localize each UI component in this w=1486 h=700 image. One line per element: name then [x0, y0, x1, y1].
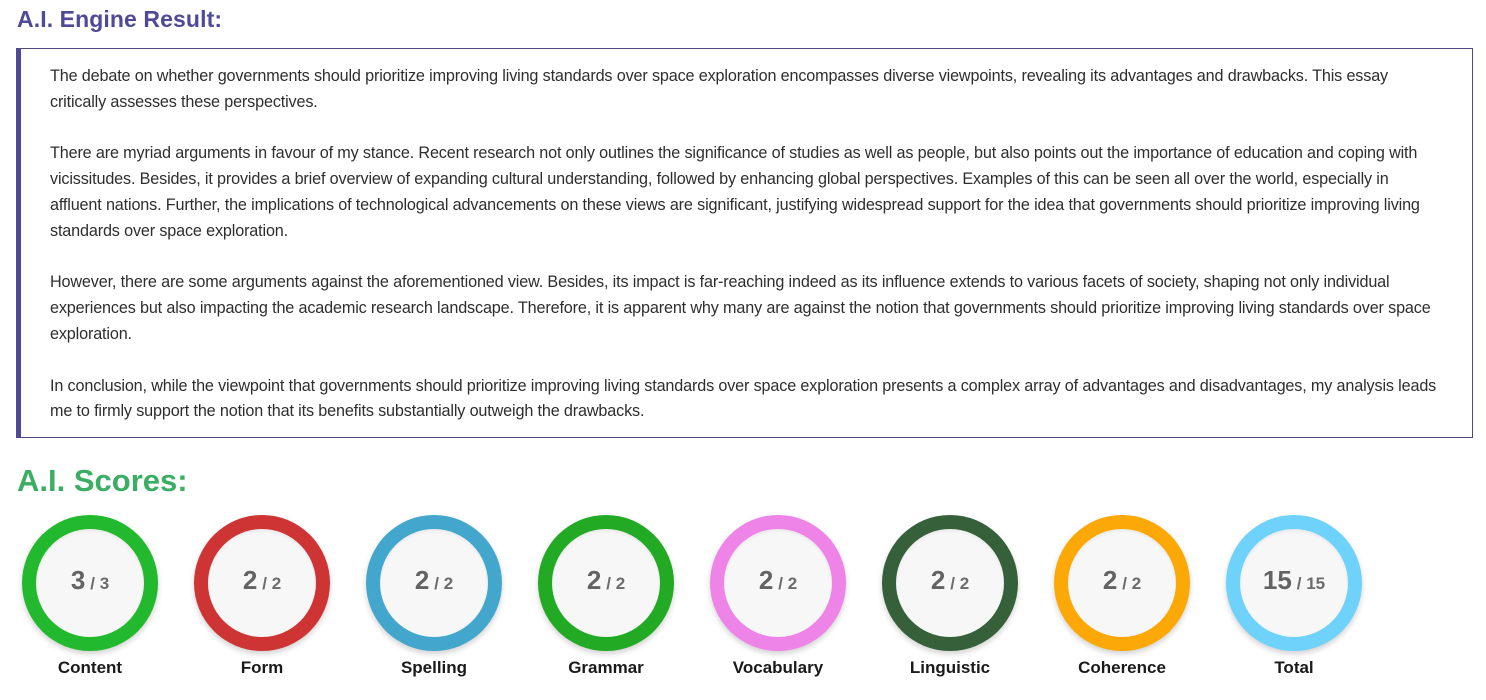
score-max: / 2	[262, 574, 282, 593]
score-label: Total	[1274, 658, 1314, 677]
score-max: / 2	[778, 574, 798, 593]
essay-paragraph-intro: The debate on whether governments should…	[50, 67, 1388, 111]
score-max: / 2	[950, 574, 970, 593]
score-ring-inner: 2/ 2	[208, 529, 316, 637]
score-max: / 2	[1122, 574, 1142, 593]
score-value: 3	[70, 565, 86, 595]
score-vocabulary: 2/ 2 Vocabulary	[692, 514, 864, 694]
score-value: 2	[930, 565, 946, 595]
score-grammar: 2/ 2 Grammar	[520, 514, 692, 694]
score-value: 2	[242, 565, 258, 595]
score-value: 2	[414, 565, 430, 595]
engine-result-heading: A.I. Engine Result:	[17, 6, 223, 32]
score-max: / 2	[434, 574, 454, 593]
score-label: Coherence	[1078, 658, 1166, 677]
score-max: / 2	[606, 574, 626, 593]
score-ring-spelling: 2/ 2	[366, 515, 502, 651]
score-ring-inner: 2/ 2	[896, 529, 1004, 637]
score-label: Linguistic	[909, 658, 991, 677]
score-max: / 15	[1296, 574, 1326, 593]
essay-result-box: The debate on whether governments should…	[16, 48, 1473, 438]
score-ring-coherence: 2/ 2	[1054, 515, 1190, 651]
scores-row: 3/ 3 Content 2/ 2 Form 2/ 2 Spelling 2/ …	[0, 514, 1486, 700]
score-form: 2/ 2 Form	[176, 514, 348, 694]
score-ring-form: 2/ 2	[194, 515, 330, 651]
score-label: Form	[240, 658, 284, 677]
score-label: Content	[57, 658, 123, 677]
score-ring-vocabulary: 2/ 2	[710, 515, 846, 651]
score-ring-inner: 15/ 15	[1240, 529, 1348, 637]
score-ring-grammar: 2/ 2	[538, 515, 674, 651]
scores-heading: A.I. Scores:	[17, 463, 188, 498]
score-ring-inner: 2/ 2	[724, 529, 832, 637]
score-ring-inner: 2/ 2	[380, 529, 488, 637]
score-max: / 3	[90, 574, 110, 593]
essay-paragraph-body-2: However, there are some arguments agains…	[50, 273, 1431, 343]
score-ring-linguistic: 2/ 2	[882, 515, 1018, 651]
essay-paragraph-conclusion: In conclusion, while the viewpoint that …	[50, 376, 1437, 421]
score-ring-inner: 2/ 2	[552, 529, 660, 637]
score-value: 15	[1262, 565, 1292, 595]
score-ring-content: 3/ 3	[22, 515, 158, 651]
score-value: 2	[586, 565, 602, 595]
score-value: 2	[758, 565, 774, 595]
score-label: Vocabulary	[732, 658, 824, 677]
score-content: 3/ 3 Content	[4, 514, 176, 694]
score-value: 2	[1102, 565, 1118, 595]
score-ring-inner: 2/ 2	[1068, 529, 1176, 637]
essay-paragraph-body-1: There are myriad arguments in favour of …	[50, 144, 1420, 240]
score-coherence: 2/ 2 Coherence	[1036, 514, 1208, 694]
score-label: Spelling	[400, 658, 468, 677]
score-label: Grammar	[568, 658, 644, 677]
score-total: 15/ 15 Total	[1208, 514, 1380, 694]
score-spelling: 2/ 2 Spelling	[348, 514, 520, 694]
score-ring-total: 15/ 15	[1226, 515, 1362, 651]
score-ring-inner: 3/ 3	[36, 529, 144, 637]
score-linguistic: 2/ 2 Linguistic	[864, 514, 1036, 694]
